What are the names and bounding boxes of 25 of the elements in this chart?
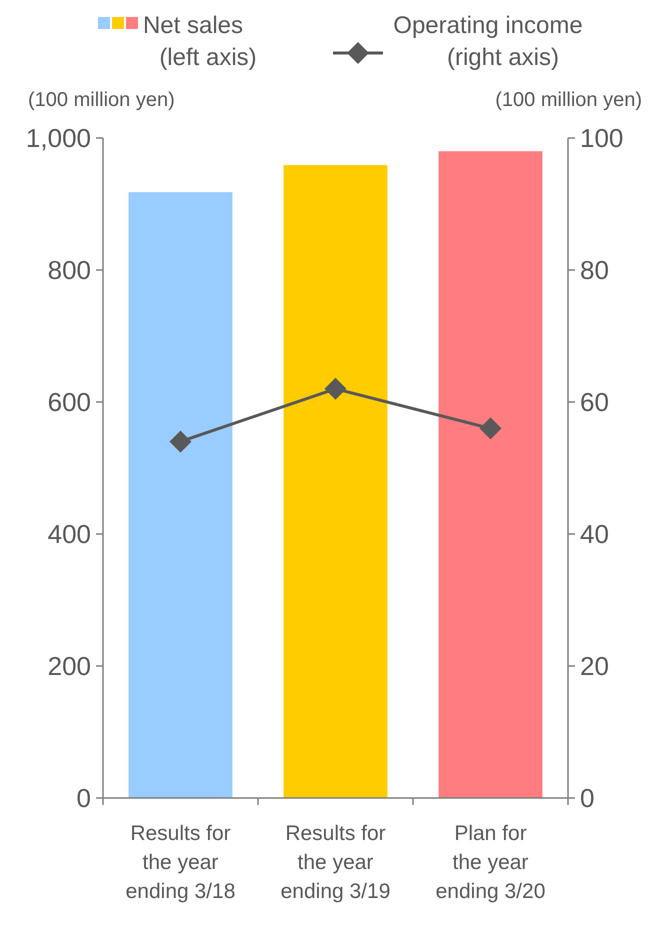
y2-axis-title: (100 million yen) bbox=[495, 89, 642, 111]
y2-tick-label: 80 bbox=[580, 255, 609, 286]
y2-tick-label: 0 bbox=[580, 783, 594, 814]
bar bbox=[128, 192, 232, 798]
y2-tick-label: 20 bbox=[580, 651, 609, 682]
bar bbox=[284, 165, 388, 798]
legend-label: Net sales (left axis) bbox=[142, 12, 257, 71]
y-tick-label: 600 bbox=[48, 387, 91, 418]
x-tick-label: Results for the year ending 3/19 bbox=[280, 822, 390, 903]
y-tick-label: 400 bbox=[48, 519, 91, 550]
y-tick-label: 800 bbox=[48, 255, 91, 286]
y-tick-label: 1,000 bbox=[26, 123, 91, 154]
y2-tick-label: 100 bbox=[580, 123, 624, 154]
y-axis-title: (100 million yen) bbox=[28, 89, 175, 111]
y2-tick-label: 60 bbox=[580, 387, 609, 418]
point bbox=[170, 430, 192, 453]
x-tick-label: Plan for the year ending 3/20 bbox=[436, 822, 546, 903]
y-tick-label: 200 bbox=[48, 651, 91, 682]
x-tick-label: Results for the year ending 3/18 bbox=[126, 822, 236, 903]
point bbox=[324, 378, 346, 400]
y2-tick-label: 40 bbox=[580, 519, 609, 550]
y-tick-label: 0 bbox=[76, 783, 91, 814]
point bbox=[480, 417, 502, 440]
legend-label: Operating income (right axis) bbox=[393, 12, 583, 71]
bar bbox=[438, 151, 542, 798]
